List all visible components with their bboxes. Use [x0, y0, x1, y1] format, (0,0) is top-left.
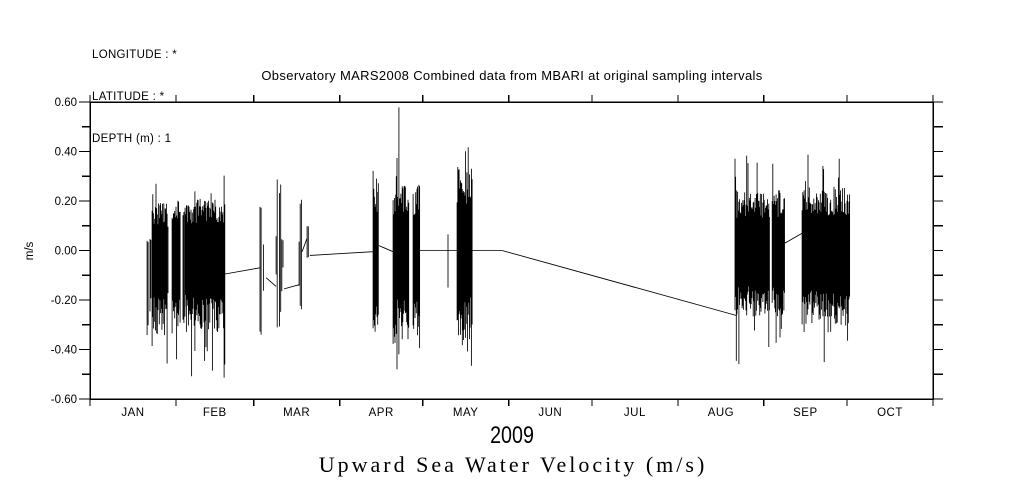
x-tick-label-AUG: AUG — [708, 407, 734, 419]
x-axis-year-label: 2009 — [490, 422, 534, 449]
x-tick-label-SEP: SEP — [793, 407, 818, 419]
y-tick-label-0.60: 0.60 — [55, 97, 77, 109]
data-series-upward-sea-water-velocity — [146, 107, 851, 378]
y-tick-label--0.60: -0.60 — [51, 394, 77, 406]
y-tick-label--0.20: -0.20 — [51, 295, 77, 307]
y-tick-label--0.40: -0.40 — [51, 345, 77, 357]
x-tick-label-JUN: JUN — [538, 407, 562, 419]
axis-ticks — [79, 95, 943, 406]
x-tick-label-FEB: FEB — [203, 407, 227, 419]
meta-longitude: LONGITUDE : * — [92, 49, 178, 61]
x-tick-label-OCT: OCT — [877, 407, 903, 419]
meta-latitude: LATITUDE : * — [92, 91, 165, 103]
chart-title: Observatory MARS2008 Combined data from … — [261, 68, 763, 83]
y-tick-label-0.40: 0.40 — [55, 147, 77, 159]
y-tick-label-0.20: 0.20 — [55, 196, 77, 208]
meta-block: LONGITUDE : * LATITUDE : * DEPTH (m) : 1 — [92, 20, 177, 174]
plot-bottom-title: Upward Sea Water Velocity (m/s) — [318, 452, 708, 477]
x-tick-label-MAY: MAY — [453, 407, 479, 419]
x-tick-label-JAN: JAN — [121, 407, 144, 419]
y-tick-label-0.00: 0.00 — [55, 246, 77, 258]
x-tick-label-MAR: MAR — [283, 407, 310, 419]
x-tick-label-JUL: JUL — [624, 407, 646, 419]
x-tick-label-APR: APR — [369, 407, 394, 419]
meta-depth: DEPTH (m) : 1 — [92, 133, 172, 145]
